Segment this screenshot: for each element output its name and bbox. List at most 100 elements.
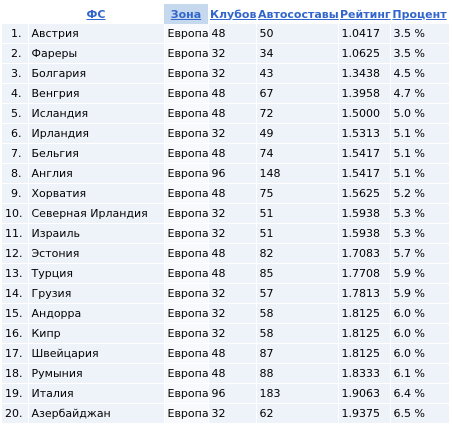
cell-percent: 5.7 % bbox=[389, 243, 449, 264]
cell-percent: 6.5 % bbox=[389, 403, 449, 424]
table-row: 14. Грузия Европа 32 57 1.7813 5.9 % bbox=[2, 283, 449, 304]
table-row: 12. Эстония Европа 48 82 1.7083 5.7 % bbox=[2, 243, 449, 264]
table-row: 13. Турция Европа 48 85 1.7708 5.9 % bbox=[2, 263, 449, 284]
cell-rating: 1.8333 bbox=[337, 363, 390, 384]
cell-clubs: 32 bbox=[207, 63, 256, 84]
cell-rating: 1.8125 bbox=[337, 303, 390, 324]
cell-zone: Европа bbox=[163, 283, 208, 304]
cell-fs: Северная Ирландия bbox=[27, 203, 164, 224]
cell-cars: 51 bbox=[255, 223, 338, 244]
cell-fs: Австрия bbox=[27, 24, 164, 44]
cell-zone: Европа bbox=[163, 343, 208, 364]
cell-rating: 1.9375 bbox=[337, 403, 390, 424]
cell-percent: 6.1 % bbox=[389, 363, 449, 384]
table-row: 2. Фареры Европа 32 34 1.0625 3.5 % bbox=[2, 43, 449, 64]
cell-clubs: 48 bbox=[207, 24, 256, 44]
table-row: 10. Северная Ирландия Европа 32 51 1.5938 5.3 … bbox=[2, 203, 449, 224]
table-row: 9. Хорватия Европа 48 75 1.5625 5.2 % bbox=[2, 183, 449, 204]
ratings-table: ФС Зона Клубов Автосоставы Рейтинг Проце… bbox=[2, 4, 449, 424]
cell-number: 8. bbox=[2, 163, 28, 184]
cell-rating: 1.5417 bbox=[337, 143, 390, 164]
header-number bbox=[2, 4, 28, 24]
cell-rating: 1.9063 bbox=[337, 383, 390, 404]
cell-fs: Болгария bbox=[27, 63, 164, 84]
cell-percent: 6.0 % bbox=[389, 323, 449, 344]
cell-clubs: 32 bbox=[207, 203, 256, 224]
cell-fs: Венгрия bbox=[27, 83, 164, 104]
cell-clubs: 48 bbox=[207, 363, 256, 384]
cell-clubs: 48 bbox=[207, 263, 256, 284]
table-row: 3. Болгария Европа 32 43 1.3438 4.5 % bbox=[2, 63, 449, 84]
cell-fs: Азербайджан bbox=[27, 403, 164, 424]
cell-cars: 34 bbox=[255, 43, 338, 64]
cell-number: 7. bbox=[2, 143, 28, 164]
cell-cars: 50 bbox=[255, 24, 338, 44]
cell-number: 14. bbox=[2, 283, 28, 304]
cell-percent: 5.1 % bbox=[389, 123, 449, 144]
header-rating-link[interactable]: Рейтинг bbox=[338, 4, 391, 24]
cell-cars: 58 bbox=[255, 323, 338, 344]
table-row: 1. Австрия Европа 48 50 1.0417 3.5 % bbox=[2, 24, 449, 44]
cell-zone: Европа bbox=[163, 363, 208, 384]
cell-cars: 183 bbox=[255, 383, 338, 404]
cell-fs: Кипр bbox=[27, 323, 164, 344]
table-row: 19. Италия Европа 96 183 1.9063 6.4 % bbox=[2, 383, 449, 404]
cell-percent: 5.0 % bbox=[389, 103, 449, 124]
cell-fs: Фареры bbox=[27, 43, 164, 64]
table-row: 4. Венгрия Европа 48 67 1.3958 4.7 % bbox=[2, 83, 449, 104]
table-row: 17. Швейцария Европа 48 87 1.8125 6.0 % bbox=[2, 343, 449, 364]
cell-fs: Италия bbox=[27, 383, 164, 404]
table-body: 1. Австрия Европа 48 50 1.0417 3.5 % 2. Фареры Ев… bbox=[2, 24, 449, 424]
cell-rating: 1.3958 bbox=[337, 83, 390, 104]
cell-zone: Европа bbox=[163, 303, 208, 324]
cell-zone: Европа bbox=[163, 63, 208, 84]
cell-number: 10. bbox=[2, 203, 28, 224]
table-row: 5. Исландия Европа 48 72 1.5000 5.0 % bbox=[2, 103, 449, 124]
cell-percent: 6.0 % bbox=[389, 343, 449, 364]
cell-clubs: 48 bbox=[207, 103, 256, 124]
cell-clubs: 32 bbox=[207, 223, 256, 244]
cell-percent: 3.5 % bbox=[389, 24, 449, 44]
cell-number: 19. bbox=[2, 383, 28, 404]
cell-number: 6. bbox=[2, 123, 28, 144]
header-zone-link[interactable]: Зона bbox=[164, 4, 208, 24]
cell-clubs: 32 bbox=[207, 323, 256, 344]
cell-rating: 1.0625 bbox=[337, 43, 390, 64]
cell-number: 13. bbox=[2, 263, 28, 284]
cell-fs: Хорватия bbox=[27, 183, 164, 204]
cell-zone: Европа bbox=[163, 83, 208, 104]
cell-zone: Европа bbox=[163, 43, 208, 64]
cell-zone: Европа bbox=[163, 223, 208, 244]
cell-percent: 5.1 % bbox=[389, 163, 449, 184]
cell-percent: 5.1 % bbox=[389, 143, 449, 164]
cell-rating: 1.5000 bbox=[337, 103, 390, 124]
header-fs-link[interactable]: ФС bbox=[28, 4, 164, 24]
cell-clubs: 96 bbox=[207, 163, 256, 184]
cell-clubs: 48 bbox=[207, 143, 256, 164]
table-row: 8. Англия Европа 96 148 1.5417 5.1 % bbox=[2, 163, 449, 184]
cell-number: 16. bbox=[2, 323, 28, 344]
cell-cars: 43 bbox=[255, 63, 338, 84]
cell-cars: 88 bbox=[255, 363, 338, 384]
cell-zone: Европа bbox=[163, 203, 208, 224]
header-clubs-link[interactable]: Клубов bbox=[208, 4, 256, 24]
cell-fs: Англия bbox=[27, 163, 164, 184]
cell-clubs: 32 bbox=[207, 283, 256, 304]
cell-zone: Европа bbox=[163, 103, 208, 124]
cell-percent: 5.2 % bbox=[389, 183, 449, 204]
cell-zone: Европа bbox=[163, 183, 208, 204]
table-row: 7. Бельгия Европа 48 74 1.5417 5.1 % bbox=[2, 143, 449, 164]
header-percent-link[interactable]: Процент bbox=[390, 4, 449, 24]
cell-cars: 57 bbox=[255, 283, 338, 304]
cell-number: 11. bbox=[2, 223, 28, 244]
cell-clubs: 96 bbox=[207, 383, 256, 404]
table-row: 20. Азербайджан Европа 32 62 1.9375 6.5 % bbox=[2, 403, 449, 424]
cell-zone: Европа bbox=[163, 123, 208, 144]
table-row: 15. Андорра Европа 32 58 1.8125 6.0 % bbox=[2, 303, 449, 324]
cell-rating: 1.5938 bbox=[337, 223, 390, 244]
cell-clubs: 48 bbox=[207, 83, 256, 104]
header-cars-link[interactable]: Автосоставы bbox=[256, 4, 339, 24]
cell-fs: Андорра bbox=[27, 303, 164, 324]
cell-cars: 74 bbox=[255, 143, 338, 164]
cell-zone: Европа bbox=[163, 383, 208, 404]
